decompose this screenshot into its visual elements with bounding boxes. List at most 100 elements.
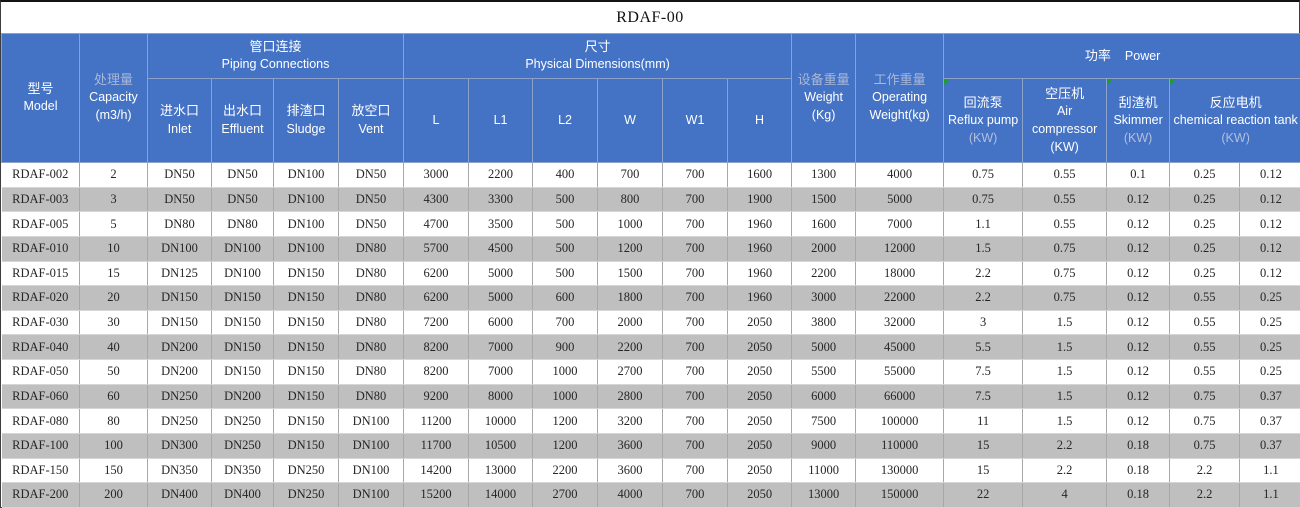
- header-model: 型号 Model: [1, 33, 80, 163]
- table-row: RDAF-150 150 DN350 DN350 DN250 DN100 14200 1300…: [1, 457, 1300, 484]
- cell-model: RDAF-003: [1, 186, 80, 213]
- cell-L: 5700: [403, 235, 470, 262]
- cell-reaction_tank_kw_1: 0.25: [1169, 235, 1241, 262]
- cell-reaction_tank_kw_1: 0.55: [1169, 309, 1241, 336]
- cell-effluent: DN50: [211, 162, 274, 188]
- cell-L2: 900: [532, 334, 599, 360]
- cell-reflux_pump_kw: 11: [943, 408, 1024, 434]
- cell-inlet: DN80: [147, 211, 212, 237]
- cell-reaction_tank_kw_2: 0.12: [1239, 235, 1300, 262]
- cell-skimmer_kw: 0.18: [1106, 457, 1171, 484]
- cell-L1: 7000: [468, 359, 534, 385]
- header-reflux-pump: 回流泵 Reflux pump (KW): [943, 78, 1024, 163]
- header-inlet: 进水口 Inlet: [147, 78, 212, 163]
- cell-W1: 700: [662, 482, 729, 508]
- header-operating-weight: 工作重量 Operating Weight(kg): [855, 33, 945, 163]
- cell-L: 9200: [403, 383, 470, 410]
- cell-L: 8200: [403, 359, 470, 385]
- cell-air_compressor_kw: 1.5: [1022, 359, 1108, 385]
- cell-operating_weight: 100000: [855, 408, 945, 434]
- cell-reflux_pump_kw: 1.5: [943, 235, 1024, 262]
- cell-air_compressor_kw: 1.5: [1022, 408, 1108, 434]
- cell-W1: 700: [662, 408, 729, 434]
- cell-vent: DN100: [337, 482, 405, 508]
- cell-reaction_tank_kw_2: 0.25: [1239, 285, 1300, 311]
- cell-L2: 2700: [532, 482, 599, 508]
- cell-L1: 10500: [468, 432, 534, 459]
- cell-weight: 11000: [791, 457, 857, 484]
- table-row: RDAF-040 40 DN200 DN150 DN150 DN80 8200 7000 900…: [1, 334, 1300, 360]
- cell-reflux_pump_kw: 7.5: [943, 359, 1024, 385]
- cell-skimmer_kw: 0.12: [1106, 408, 1171, 434]
- header-effluent: 出水口 Effluent: [211, 78, 274, 163]
- cell-H: 2050: [727, 383, 793, 410]
- cell-L1: 3300: [468, 186, 534, 213]
- cell-effluent: DN150: [211, 334, 274, 360]
- cell-effluent: DN150: [211, 309, 274, 336]
- cell-reaction_tank_kw_2: 0.12: [1239, 260, 1300, 287]
- cell-capacity: 10: [79, 235, 148, 262]
- header-group-piping: 管口连接 Piping Connections: [146, 33, 405, 79]
- cell-sludge: DN150: [273, 260, 339, 287]
- cell-reaction_tank_kw_2: 0.25: [1239, 309, 1300, 336]
- cell-air_compressor_kw: 1.5: [1022, 334, 1108, 360]
- cell-L2: 700: [532, 309, 599, 336]
- cell-reaction_tank_kw_1: 2.2: [1169, 457, 1241, 484]
- cell-L: 6200: [403, 285, 470, 311]
- cell-model: RDAF-040: [1, 334, 80, 360]
- cell-effluent: DN150: [211, 359, 274, 385]
- cell-effluent: DN250: [211, 432, 274, 459]
- cell-capacity: 2: [79, 162, 148, 188]
- cell-L2: 500: [532, 186, 599, 213]
- cell-sludge: DN150: [273, 334, 339, 360]
- cell-reaction_tank_kw_1: 0.25: [1169, 162, 1241, 188]
- cell-skimmer_kw: 0.12: [1106, 260, 1171, 287]
- cell-reaction_tank_kw_2: 0.25: [1239, 359, 1300, 385]
- cell-vent: DN50: [337, 162, 405, 188]
- cell-inlet: DN250: [147, 408, 212, 434]
- cell-L: 14200: [403, 457, 470, 484]
- cell-air_compressor_kw: 0.75: [1022, 285, 1108, 311]
- cell-H: 2050: [727, 359, 793, 385]
- cell-reaction_tank_kw_1: 0.25: [1169, 211, 1241, 237]
- cell-sludge: DN150: [273, 383, 339, 410]
- header-dim-w1: W1: [662, 78, 729, 163]
- cell-sludge: DN150: [273, 309, 339, 336]
- cell-weight: 3800: [791, 309, 857, 336]
- cell-reflux_pump_kw: 15: [943, 432, 1024, 459]
- cell-reaction_tank_kw_2: 0.37: [1239, 383, 1300, 410]
- cell-effluent: DN250: [211, 408, 274, 434]
- header-dim-l2: L2: [532, 78, 599, 163]
- cell-reaction_tank_kw_1: 2.2: [1169, 482, 1241, 508]
- cell-vent: DN50: [337, 186, 405, 213]
- cell-inlet: DN150: [147, 285, 212, 311]
- cell-operating_weight: 150000: [855, 482, 945, 508]
- cell-W1: 700: [662, 211, 729, 237]
- cell-W: 1200: [597, 235, 664, 262]
- cell-model: RDAF-020: [1, 285, 80, 311]
- cell-effluent: DN150: [211, 285, 274, 311]
- cell-L2: 600: [532, 285, 599, 311]
- cell-model: RDAF-030: [1, 309, 80, 336]
- cell-inlet: DN50: [147, 186, 212, 213]
- cell-L1: 5000: [468, 260, 534, 287]
- cell-effluent: DN100: [211, 235, 274, 262]
- cell-W: 2200: [597, 334, 664, 360]
- cell-W: 2800: [597, 383, 664, 410]
- cell-skimmer_kw: 0.18: [1106, 482, 1171, 508]
- header-capacity: 处理量 Capacity (m3/h): [79, 33, 148, 163]
- cell-L2: 500: [532, 235, 599, 262]
- table-row: RDAF-030 30 DN150 DN150 DN150 DN80 7200 6000 700…: [1, 309, 1300, 336]
- cell-skimmer_kw: 0.12: [1106, 211, 1171, 237]
- cell-H: 1900: [727, 186, 793, 213]
- cell-weight: 9000: [791, 432, 857, 459]
- cell-L1: 8000: [468, 383, 534, 410]
- cell-air_compressor_kw: 0.75: [1022, 235, 1108, 262]
- cell-inlet: DN300: [147, 432, 212, 459]
- cell-W1: 700: [662, 285, 729, 311]
- table-row: RDAF-003 3 DN50 DN50 DN100 DN50 4300 3300 500 800…: [1, 186, 1300, 213]
- cell-L2: 500: [532, 211, 599, 237]
- table-row: RDAF-010 10 DN100 DN100 DN100 DN80 5700 4500 500…: [1, 235, 1300, 262]
- cell-W1: 700: [662, 186, 729, 213]
- cell-air_compressor_kw: 0.55: [1022, 162, 1108, 188]
